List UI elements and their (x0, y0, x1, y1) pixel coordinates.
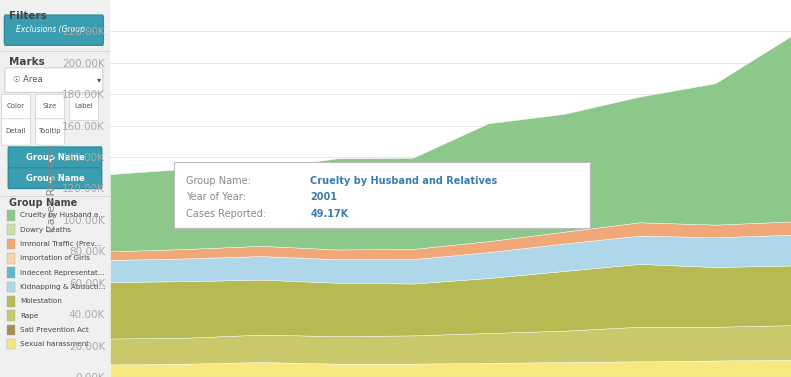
Text: Group Name: Group Name (25, 153, 85, 162)
Text: Group Name: Group Name (25, 174, 85, 183)
Y-axis label: Cases Reported: Cases Reported (47, 145, 57, 232)
Text: ▾: ▾ (97, 75, 101, 84)
FancyBboxPatch shape (36, 94, 64, 121)
Text: Marks: Marks (9, 57, 44, 67)
FancyBboxPatch shape (8, 147, 102, 168)
Text: Label: Label (74, 103, 93, 109)
Text: Group Name:
Year of Year:
Cases Reported:: Group Name: Year of Year: Cases Reported… (186, 176, 266, 219)
Text: Size: Size (43, 103, 57, 109)
Bar (6, 267, 15, 278)
Bar (6, 282, 15, 292)
Bar (6, 296, 15, 307)
Bar (6, 239, 15, 249)
Text: Cruelty by Husband and Relatives
2001
49.17K: Cruelty by Husband and Relatives 2001 49… (311, 176, 498, 219)
Text: Sati Prevention Act: Sati Prevention Act (20, 327, 89, 333)
FancyBboxPatch shape (2, 119, 30, 145)
FancyBboxPatch shape (70, 94, 98, 121)
Text: Group Name:
Year of Year:
Cases Reported:: Group Name: Year of Year: Cases Reported… (186, 176, 266, 219)
Text: Exclusions (Group ...: Exclusions (Group ... (16, 25, 94, 34)
Bar (6, 224, 15, 235)
Text: Sexual harassment: Sexual harassment (20, 341, 89, 347)
Text: Tooltip: Tooltip (38, 128, 61, 134)
Bar (6, 310, 15, 321)
Text: Color: Color (6, 103, 25, 109)
Bar (6, 325, 15, 335)
Bar (6, 210, 15, 221)
Text: Cruelty by Husband a...: Cruelty by Husband a... (20, 212, 104, 218)
FancyBboxPatch shape (5, 68, 103, 92)
Text: Detail: Detail (6, 128, 25, 134)
Text: Molestation: Molestation (20, 298, 62, 304)
Text: Importation of Girls: Importation of Girls (20, 255, 89, 261)
Text: Group Name: Group Name (9, 198, 77, 208)
FancyBboxPatch shape (2, 94, 30, 121)
FancyBboxPatch shape (36, 119, 64, 145)
Text: Cruelty by Husband and Relatives
2001
49.17K: Cruelty by Husband and Relatives 2001 49… (307, 176, 494, 219)
Text: Kidnapping & Abducti...: Kidnapping & Abducti... (20, 284, 105, 290)
Text: Immoral Traffic (Prev...: Immoral Traffic (Prev... (20, 241, 100, 247)
Text: Rape: Rape (20, 313, 38, 319)
FancyBboxPatch shape (174, 162, 590, 228)
Text: Filters: Filters (9, 11, 47, 21)
Text: Indecent Representat...: Indecent Representat... (20, 270, 104, 276)
FancyBboxPatch shape (8, 168, 102, 188)
FancyBboxPatch shape (5, 15, 104, 45)
Bar (6, 253, 15, 264)
Text: Dowry Deaths: Dowry Deaths (20, 227, 70, 233)
Bar (6, 339, 15, 349)
Text: ☉ Area: ☉ Area (13, 75, 43, 84)
